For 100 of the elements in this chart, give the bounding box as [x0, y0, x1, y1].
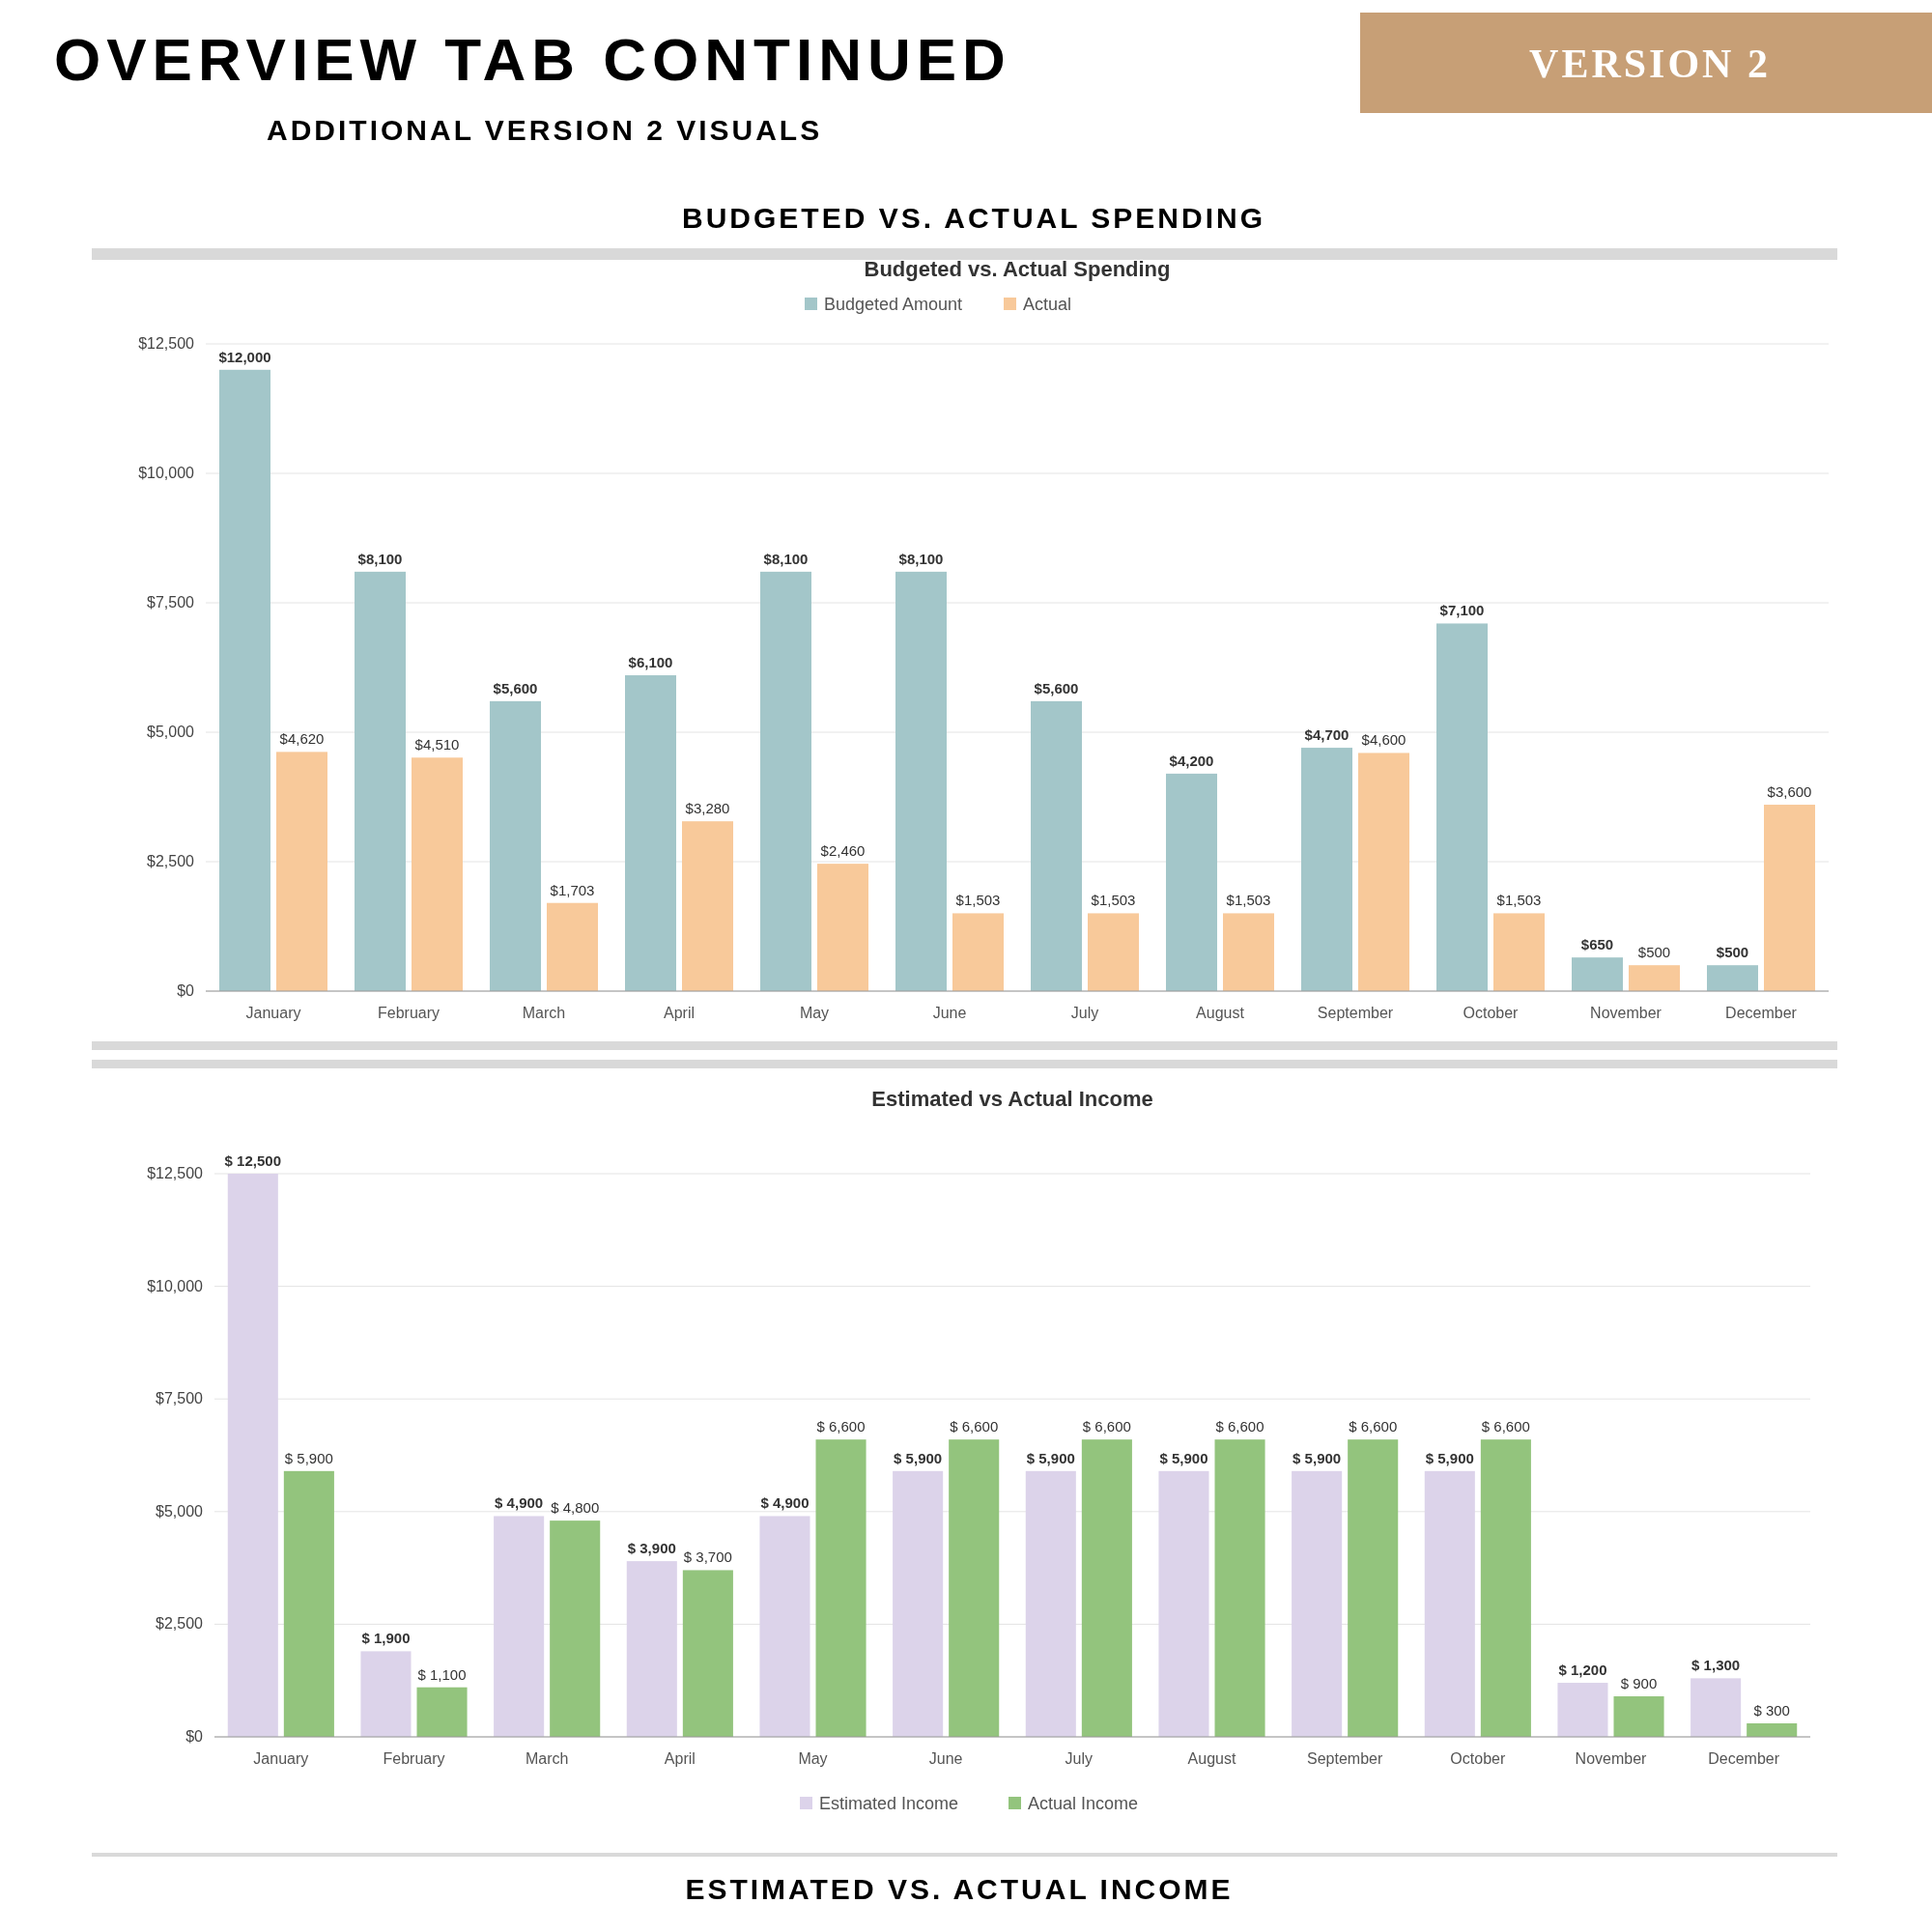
- bar: [1166, 773, 1217, 991]
- data-label: $1,503: [1091, 892, 1136, 909]
- bar: [1690, 1678, 1742, 1737]
- y-tick-label: $5,000: [156, 1502, 204, 1520]
- bar: [895, 571, 947, 991]
- data-label: $5,600: [1034, 679, 1079, 696]
- bar: [227, 1174, 278, 1737]
- x-tick-label: July: [1065, 1750, 1094, 1767]
- data-label: $1,503: [1226, 892, 1271, 909]
- x-tick-label: November: [1590, 1005, 1662, 1021]
- bar: [893, 1470, 944, 1737]
- bar: [1436, 623, 1488, 991]
- data-label: $4,700: [1304, 726, 1350, 744]
- data-label: $4,620: [279, 730, 325, 748]
- bar: [1348, 1439, 1399, 1737]
- bar: [1301, 748, 1352, 991]
- data-label: $1,703: [550, 881, 595, 898]
- bar: [360, 1651, 412, 1737]
- data-label: $8,100: [898, 550, 944, 567]
- data-label: $ 6,600: [950, 1418, 999, 1435]
- bar: [490, 700, 541, 991]
- bar: [1557, 1683, 1608, 1737]
- x-tick-label: October: [1450, 1750, 1506, 1767]
- bar: [1747, 1723, 1798, 1737]
- x-tick-label: December: [1725, 1005, 1798, 1021]
- x-tick-label: May: [799, 1005, 830, 1021]
- legend-label: Actual: [1023, 295, 1072, 314]
- y-tick-label: $12,500: [138, 335, 195, 352]
- x-tick-label: February: [377, 1005, 440, 1021]
- x-tick-label: April: [664, 1750, 696, 1767]
- bar: [682, 821, 733, 991]
- bar: [276, 752, 327, 991]
- data-label: $ 4,900: [760, 1494, 810, 1512]
- text: ESTIMATED VS. ACTUAL INCOME: [685, 1873, 1234, 1905]
- bar: [759, 1516, 810, 1737]
- bar: [1031, 700, 1082, 991]
- y-tick-label: $7,500: [156, 1390, 204, 1407]
- bar: [494, 1516, 545, 1737]
- bar: [355, 571, 406, 991]
- x-tick-label: March: [522, 1005, 566, 1021]
- data-label: $5,600: [493, 679, 538, 696]
- bar: [760, 571, 811, 991]
- x-tick-label: January: [245, 1005, 301, 1021]
- x-tick-label: September: [1307, 1750, 1383, 1767]
- text: VERSION 2: [1529, 42, 1771, 86]
- bar: [1358, 753, 1409, 991]
- chart-title: Estimated vs Actual Income: [871, 1087, 1153, 1111]
- data-label: $6,100: [628, 654, 673, 671]
- data-label: $ 1,900: [361, 1630, 411, 1647]
- data-label: $ 5,900: [1293, 1449, 1342, 1466]
- x-tick-label: April: [663, 1005, 696, 1021]
- bar: [817, 864, 868, 991]
- bar: [547, 902, 598, 991]
- bar: [682, 1570, 733, 1737]
- bar: [283, 1470, 334, 1737]
- data-label: $ 5,900: [1425, 1449, 1474, 1466]
- y-tick-label: $10,000: [147, 1277, 204, 1294]
- bar: [1707, 965, 1758, 991]
- data-label: $ 5,900: [1026, 1449, 1075, 1466]
- data-label: $ 6,600: [1349, 1418, 1398, 1435]
- data-label: $ 900: [1620, 1675, 1658, 1692]
- bar: [1158, 1470, 1209, 1737]
- data-label: $ 6,600: [1082, 1418, 1131, 1435]
- bar: [1025, 1470, 1076, 1737]
- bar: [952, 913, 1004, 991]
- data-label: $3,280: [685, 800, 730, 817]
- data-label: $ 6,600: [1481, 1418, 1530, 1435]
- data-label: $4,600: [1361, 731, 1406, 749]
- text: OVERVIEW TAB CONTINUED: [54, 26, 1011, 93]
- bar: [1088, 913, 1139, 991]
- legend-label: Budgeted Amount: [824, 295, 963, 314]
- chart-title: Budgeted vs. Actual Spending: [864, 257, 1171, 281]
- y-tick-label: $10,000: [138, 465, 195, 481]
- legend-label: Actual Income: [1028, 1794, 1139, 1813]
- data-label: $8,100: [763, 550, 809, 567]
- x-tick-label: May: [798, 1750, 828, 1767]
- data-label: $500: [1637, 944, 1671, 961]
- y-tick-label: $5,000: [147, 724, 195, 740]
- x-tick-label: November: [1575, 1750, 1648, 1767]
- data-label: $ 5,900: [1159, 1449, 1208, 1466]
- bar: [1292, 1470, 1343, 1737]
- bar: [1613, 1696, 1664, 1737]
- bar: [625, 675, 676, 991]
- x-tick-label: October: [1463, 1005, 1520, 1021]
- data-label: $ 1,200: [1558, 1662, 1607, 1679]
- data-label: $ 3,700: [683, 1548, 732, 1566]
- x-tick-label: January: [253, 1750, 309, 1767]
- data-label: $12,000: [218, 348, 271, 365]
- x-tick-label: March: [525, 1750, 569, 1767]
- data-label: $ 300: [1753, 1702, 1790, 1719]
- bar: [416, 1687, 468, 1737]
- text: ADDITIONAL VERSION 2 VISUALS: [267, 114, 823, 146]
- legend-label: Estimated Income: [819, 1794, 959, 1813]
- bar: [1480, 1439, 1531, 1737]
- bar: [412, 757, 463, 991]
- x-tick-label: December: [1708, 1750, 1780, 1767]
- x-tick-label: August: [1187, 1750, 1236, 1767]
- bar: [1629, 965, 1680, 991]
- data-label: $ 4,900: [495, 1494, 544, 1512]
- x-tick-label: June: [932, 1005, 967, 1021]
